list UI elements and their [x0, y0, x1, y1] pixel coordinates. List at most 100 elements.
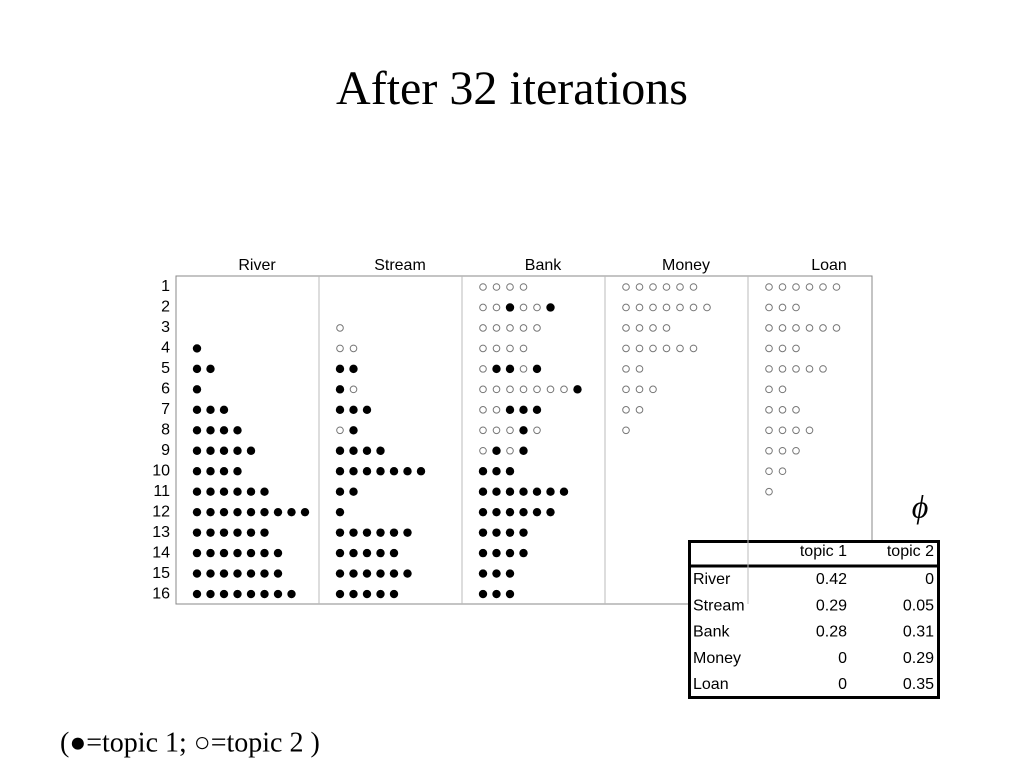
topic1-dot — [192, 507, 202, 517]
column-label: Bank — [525, 257, 562, 274]
topic1-dot — [519, 426, 528, 435]
topic2-dot — [492, 324, 501, 332]
topic1-dot — [349, 528, 358, 537]
topic1-dot — [246, 548, 256, 558]
table-header: topic 2 — [887, 543, 934, 560]
topic2-dot — [778, 303, 787, 312]
topic1-dot — [219, 487, 229, 496]
topic2-dot — [506, 426, 514, 435]
topic1-dot — [335, 487, 345, 496]
topic1-dot — [192, 426, 202, 435]
topic2-dot — [792, 283, 800, 291]
topic2-dot — [336, 344, 344, 353]
topic2-dot — [792, 344, 800, 353]
topic2-dot — [765, 446, 773, 455]
topic2-dot — [622, 426, 630, 435]
topic1-dot — [260, 528, 269, 537]
topic2-dot — [662, 303, 671, 312]
table-cell: 0 — [838, 676, 847, 693]
row-label: 10 — [152, 462, 170, 479]
topic1-dot — [206, 426, 215, 435]
topic2-dot — [676, 303, 684, 312]
topic2-dot — [635, 324, 644, 332]
topic1-dot — [492, 589, 501, 599]
topic2-dot — [765, 365, 773, 373]
topic2-dot — [560, 385, 568, 394]
topic1-dot — [192, 446, 202, 455]
topic1-dot — [233, 507, 242, 517]
topic1-dot — [335, 385, 345, 394]
topic2-dot — [546, 385, 555, 394]
topic2-dot — [533, 324, 541, 332]
topic1-dot — [273, 507, 283, 517]
topic2-dot — [479, 406, 487, 414]
topic1-dot — [206, 528, 215, 537]
topic1-dot — [300, 507, 310, 517]
topic2-dot — [622, 385, 630, 394]
table-row-label: Loan — [693, 676, 729, 693]
topic1-dot — [260, 589, 269, 599]
row-label: 16 — [152, 585, 170, 602]
topic1-dot — [362, 446, 372, 455]
topic1-dot — [192, 569, 202, 578]
topic1-dot — [492, 507, 501, 517]
topic1-dot — [260, 569, 269, 578]
topic1-dot — [492, 487, 501, 496]
topic2-dot — [819, 324, 827, 332]
topic1-dot — [206, 589, 215, 599]
topic1-dot — [362, 589, 372, 599]
phi-symbol: ϕ — [912, 488, 929, 524]
row-label: 3 — [161, 319, 170, 336]
topic2-dot — [792, 426, 800, 435]
topic1-dot — [219, 467, 229, 476]
topic1-dot — [192, 548, 202, 558]
topic1-dot — [546, 507, 555, 517]
topic1-dot — [335, 528, 345, 537]
table-row-label: Bank — [693, 624, 730, 641]
topic2-dot — [765, 406, 773, 414]
topic2-dot — [832, 324, 841, 332]
topic1-dot — [192, 344, 202, 353]
topic2-dot — [792, 365, 800, 373]
topic2-dot — [792, 446, 800, 455]
topic1-dot — [233, 548, 242, 558]
row-label: 9 — [161, 442, 170, 459]
topic1-dot — [273, 548, 283, 558]
topic1-dot — [478, 487, 488, 496]
topic1-dot — [335, 548, 345, 558]
topic1-dot — [492, 569, 501, 578]
topic2-dot — [778, 467, 787, 476]
topic2-dot — [792, 406, 800, 414]
row-label: 8 — [161, 422, 170, 439]
table-cell: 0 — [925, 571, 934, 588]
table-row-label: Money — [693, 650, 741, 667]
column-label: River — [238, 257, 276, 274]
topic1-dot — [246, 569, 256, 578]
topic2-dot — [506, 344, 514, 353]
topic1-dot — [349, 405, 358, 415]
topic2-dot — [805, 283, 814, 291]
topic1-dot — [389, 569, 399, 578]
table-cell: 0.35 — [903, 676, 934, 693]
topic2-dot — [349, 385, 358, 394]
row-label: 6 — [161, 381, 170, 398]
topic2-dot — [689, 344, 698, 353]
topic1-dot — [206, 364, 215, 374]
topic2-dot — [336, 426, 344, 435]
topic1-dot — [478, 467, 488, 476]
topic2-dot — [479, 324, 487, 332]
topic1-dot — [505, 487, 515, 496]
legend: (●=topic 1; ○=topic 2 ) — [60, 727, 320, 758]
topic1-dot — [260, 507, 269, 517]
topic1-dot — [559, 487, 569, 496]
topic2-dot — [519, 365, 528, 373]
topic2-dot — [635, 344, 644, 353]
topic1-dot — [362, 548, 372, 558]
topic1-dot — [505, 548, 515, 558]
topic2-dot — [778, 426, 787, 435]
topic1-dot — [532, 364, 542, 374]
topic1-dot — [192, 405, 202, 415]
topic1-dot — [206, 569, 215, 578]
topic1-dot — [546, 487, 555, 496]
table-cell: 0 — [838, 650, 847, 667]
